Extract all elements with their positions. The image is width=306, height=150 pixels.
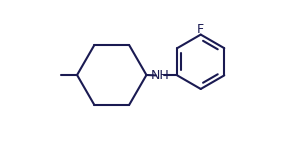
Text: NH: NH: [151, 69, 169, 82]
Text: F: F: [197, 23, 204, 36]
